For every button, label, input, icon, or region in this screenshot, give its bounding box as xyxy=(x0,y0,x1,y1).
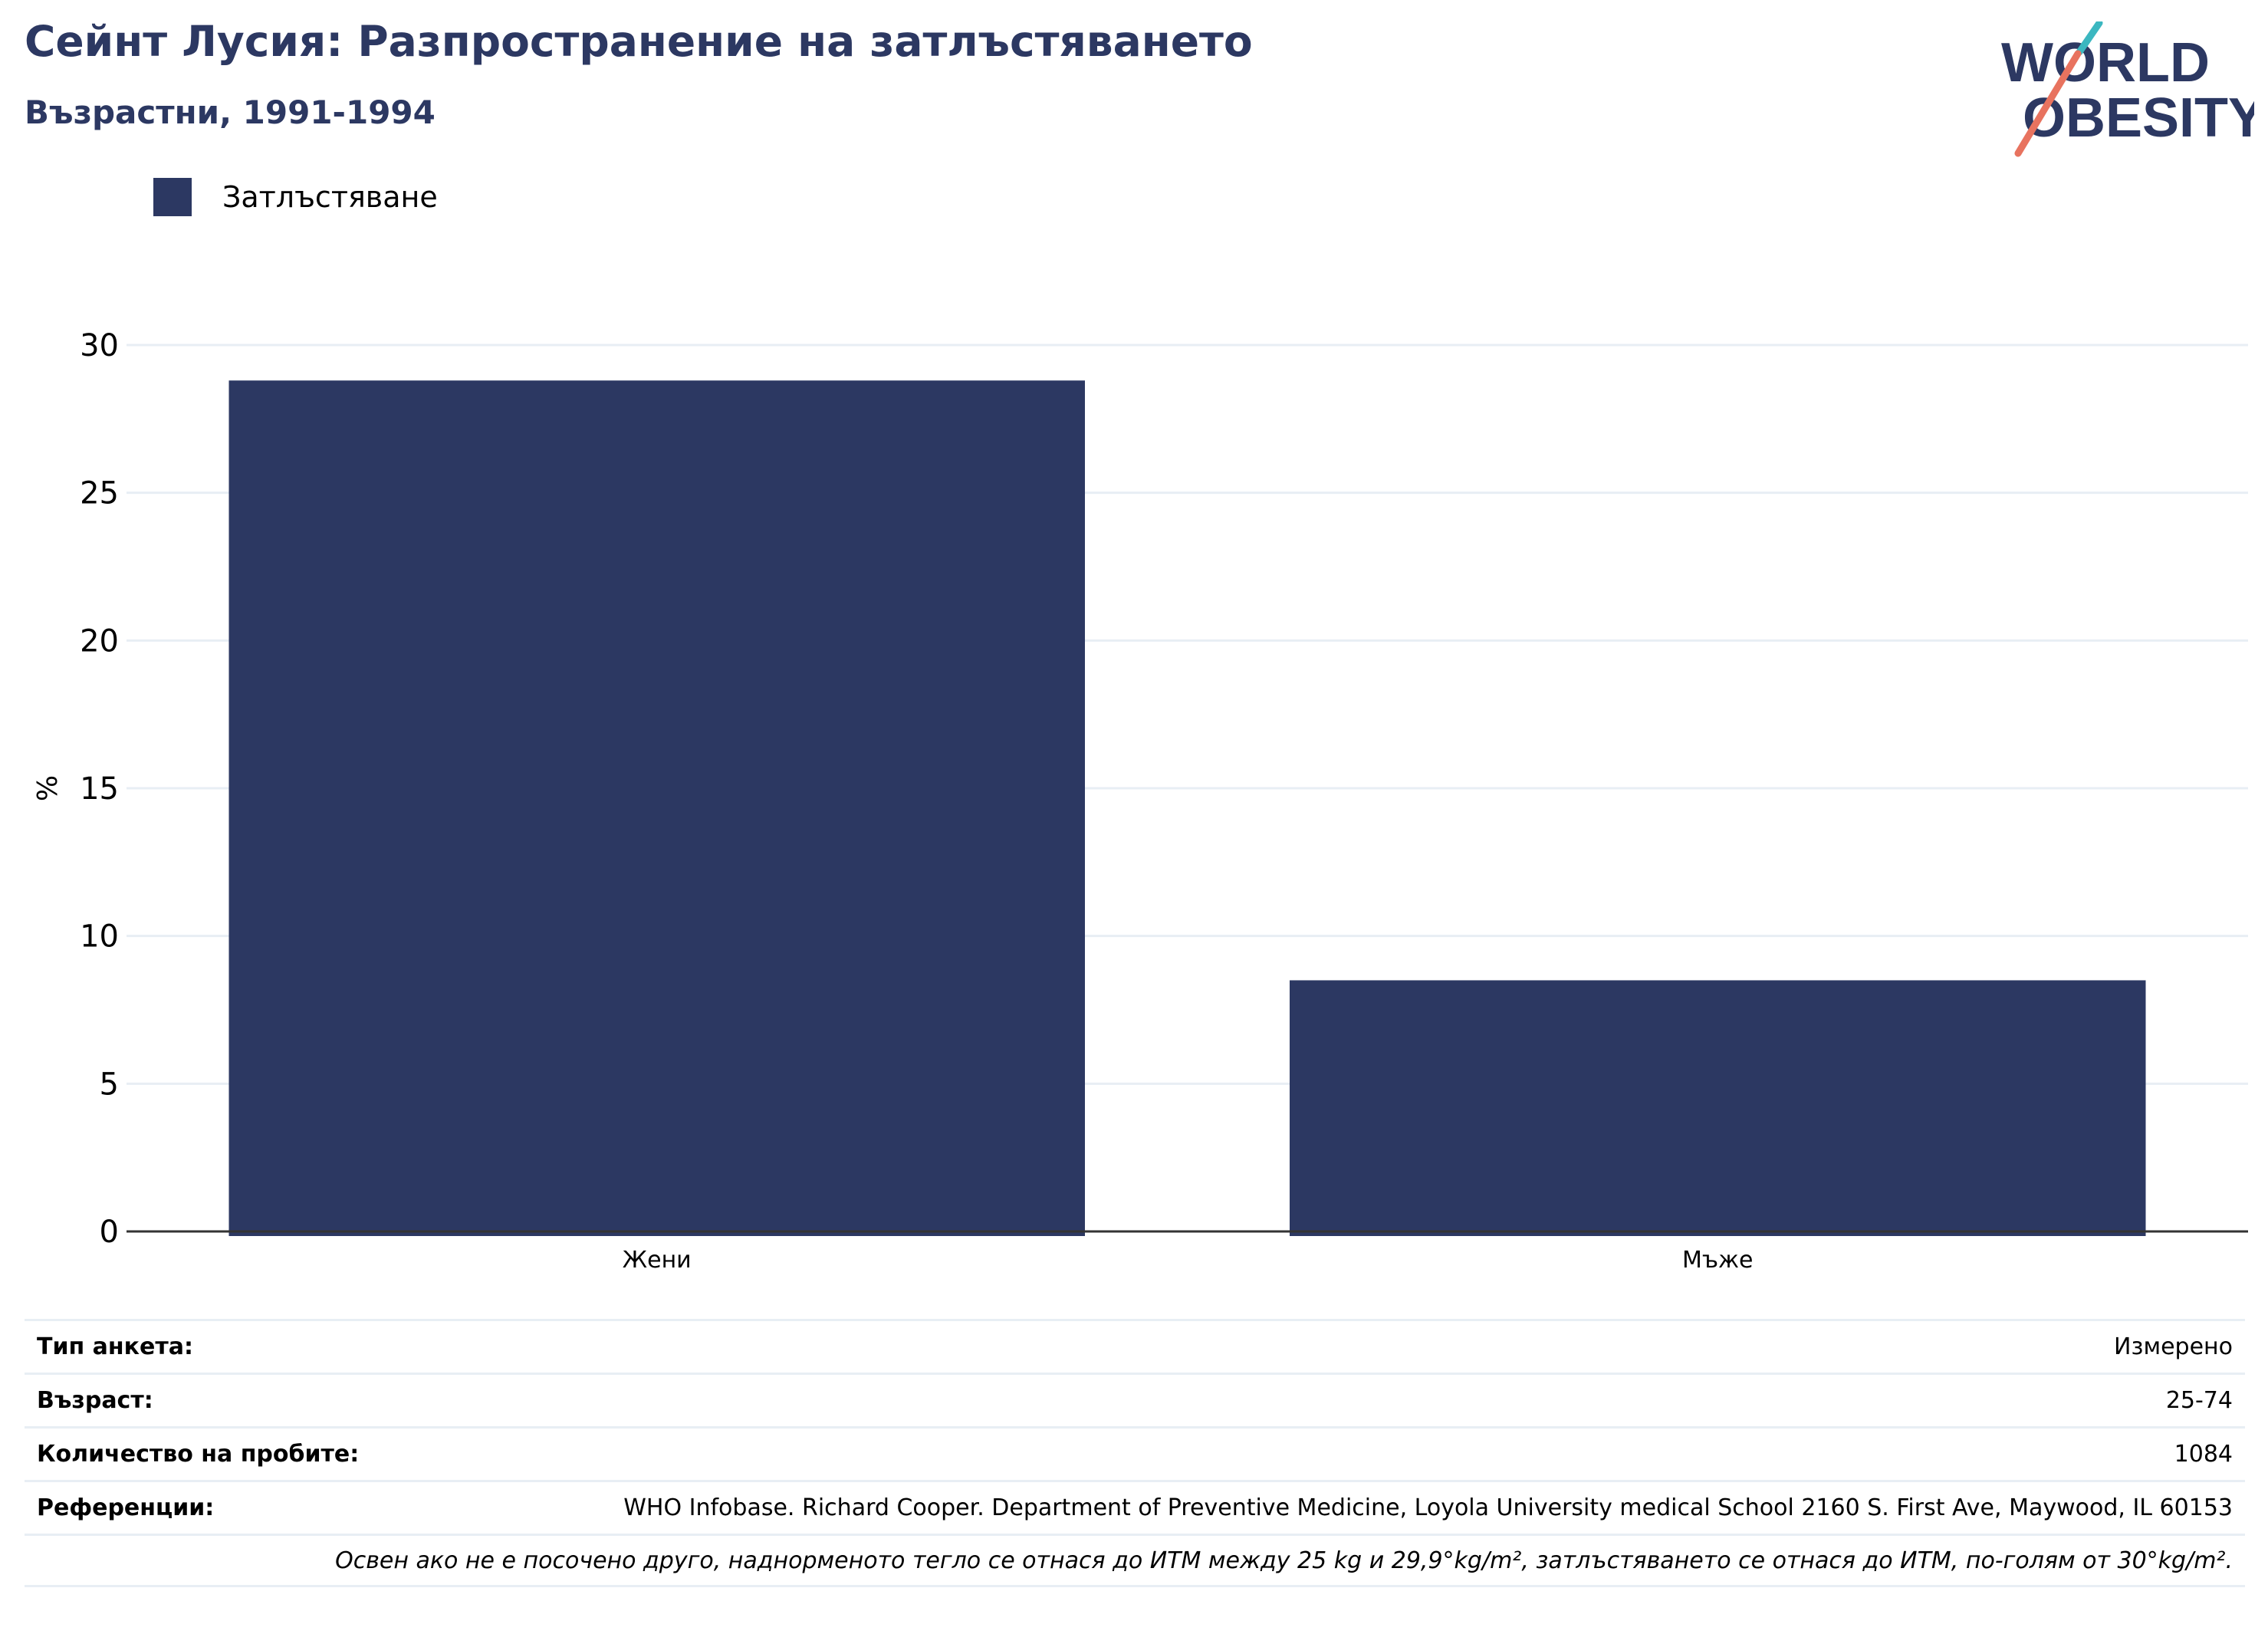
legend-label-obesity: Затлъстяване xyxy=(222,180,438,214)
info-table: Тип анкета: Измерено Възраст: 25-74 Коли… xyxy=(25,1319,2245,1587)
info-row-age: Възраст: 25-74 xyxy=(25,1373,2245,1426)
info-label: Количество на пробите: xyxy=(37,1441,360,1468)
info-row-survey-type: Тип анкета: Измерено xyxy=(25,1319,2245,1373)
y-tick-label: 5 xyxy=(100,1067,119,1102)
x-tick-label: Жени xyxy=(623,1247,692,1274)
page-subtitle: Възрастни, 1991-1994 xyxy=(25,94,436,131)
bar-men xyxy=(1290,980,2146,1236)
page-title: Сейнт Лусия: Разпространение на затлъстя… xyxy=(25,17,1253,66)
info-row-sample-size: Количество на пробите: 1084 xyxy=(25,1426,2245,1480)
info-value: Измерено xyxy=(2114,1333,2233,1360)
bar-women xyxy=(228,380,1085,1236)
info-value: 25-74 xyxy=(2165,1387,2233,1414)
definition-note: Освен ако не е посочено друго, наднормен… xyxy=(335,1547,2233,1574)
logo-slash-teal xyxy=(2076,21,2103,56)
bar-chart: 0 5 10 15 20 25 30% Жени Мъже xyxy=(32,328,2248,1274)
logo-slash-coral xyxy=(2014,50,2082,157)
info-row-note: Освен ако не е посочено друго, наднормен… xyxy=(25,1534,2245,1587)
y-tick-label: 25 xyxy=(80,476,119,511)
x-tick-label: Мъже xyxy=(1682,1247,1754,1274)
legend-swatch-obesity xyxy=(153,178,192,216)
chart-legend: Затлъстяване xyxy=(153,178,438,216)
info-label: Тип анкета: xyxy=(37,1333,193,1360)
y-tick-label: 20 xyxy=(80,623,119,659)
logo-word-obesity: OBESITY xyxy=(2023,87,2254,149)
world-obesity-logo: WORLD OBESITY xyxy=(2001,21,2254,157)
y-axis-label: % xyxy=(32,775,64,801)
info-label: Възраст: xyxy=(37,1387,153,1414)
info-row-references: Референции: WHO Infobase. Richard Cooper… xyxy=(25,1480,2245,1534)
info-value: 1084 xyxy=(2174,1441,2233,1468)
info-value: WHO Infobase. Richard Cooper. Department… xyxy=(623,1494,2233,1521)
logo-word-world: WORLD xyxy=(2001,32,2210,94)
info-label: Референции: xyxy=(37,1494,215,1521)
y-tick-label: 15 xyxy=(80,771,119,807)
y-tick-label: 10 xyxy=(80,919,119,955)
y-tick-label: 0 xyxy=(100,1215,119,1250)
y-tick-label: 30 xyxy=(80,328,119,363)
